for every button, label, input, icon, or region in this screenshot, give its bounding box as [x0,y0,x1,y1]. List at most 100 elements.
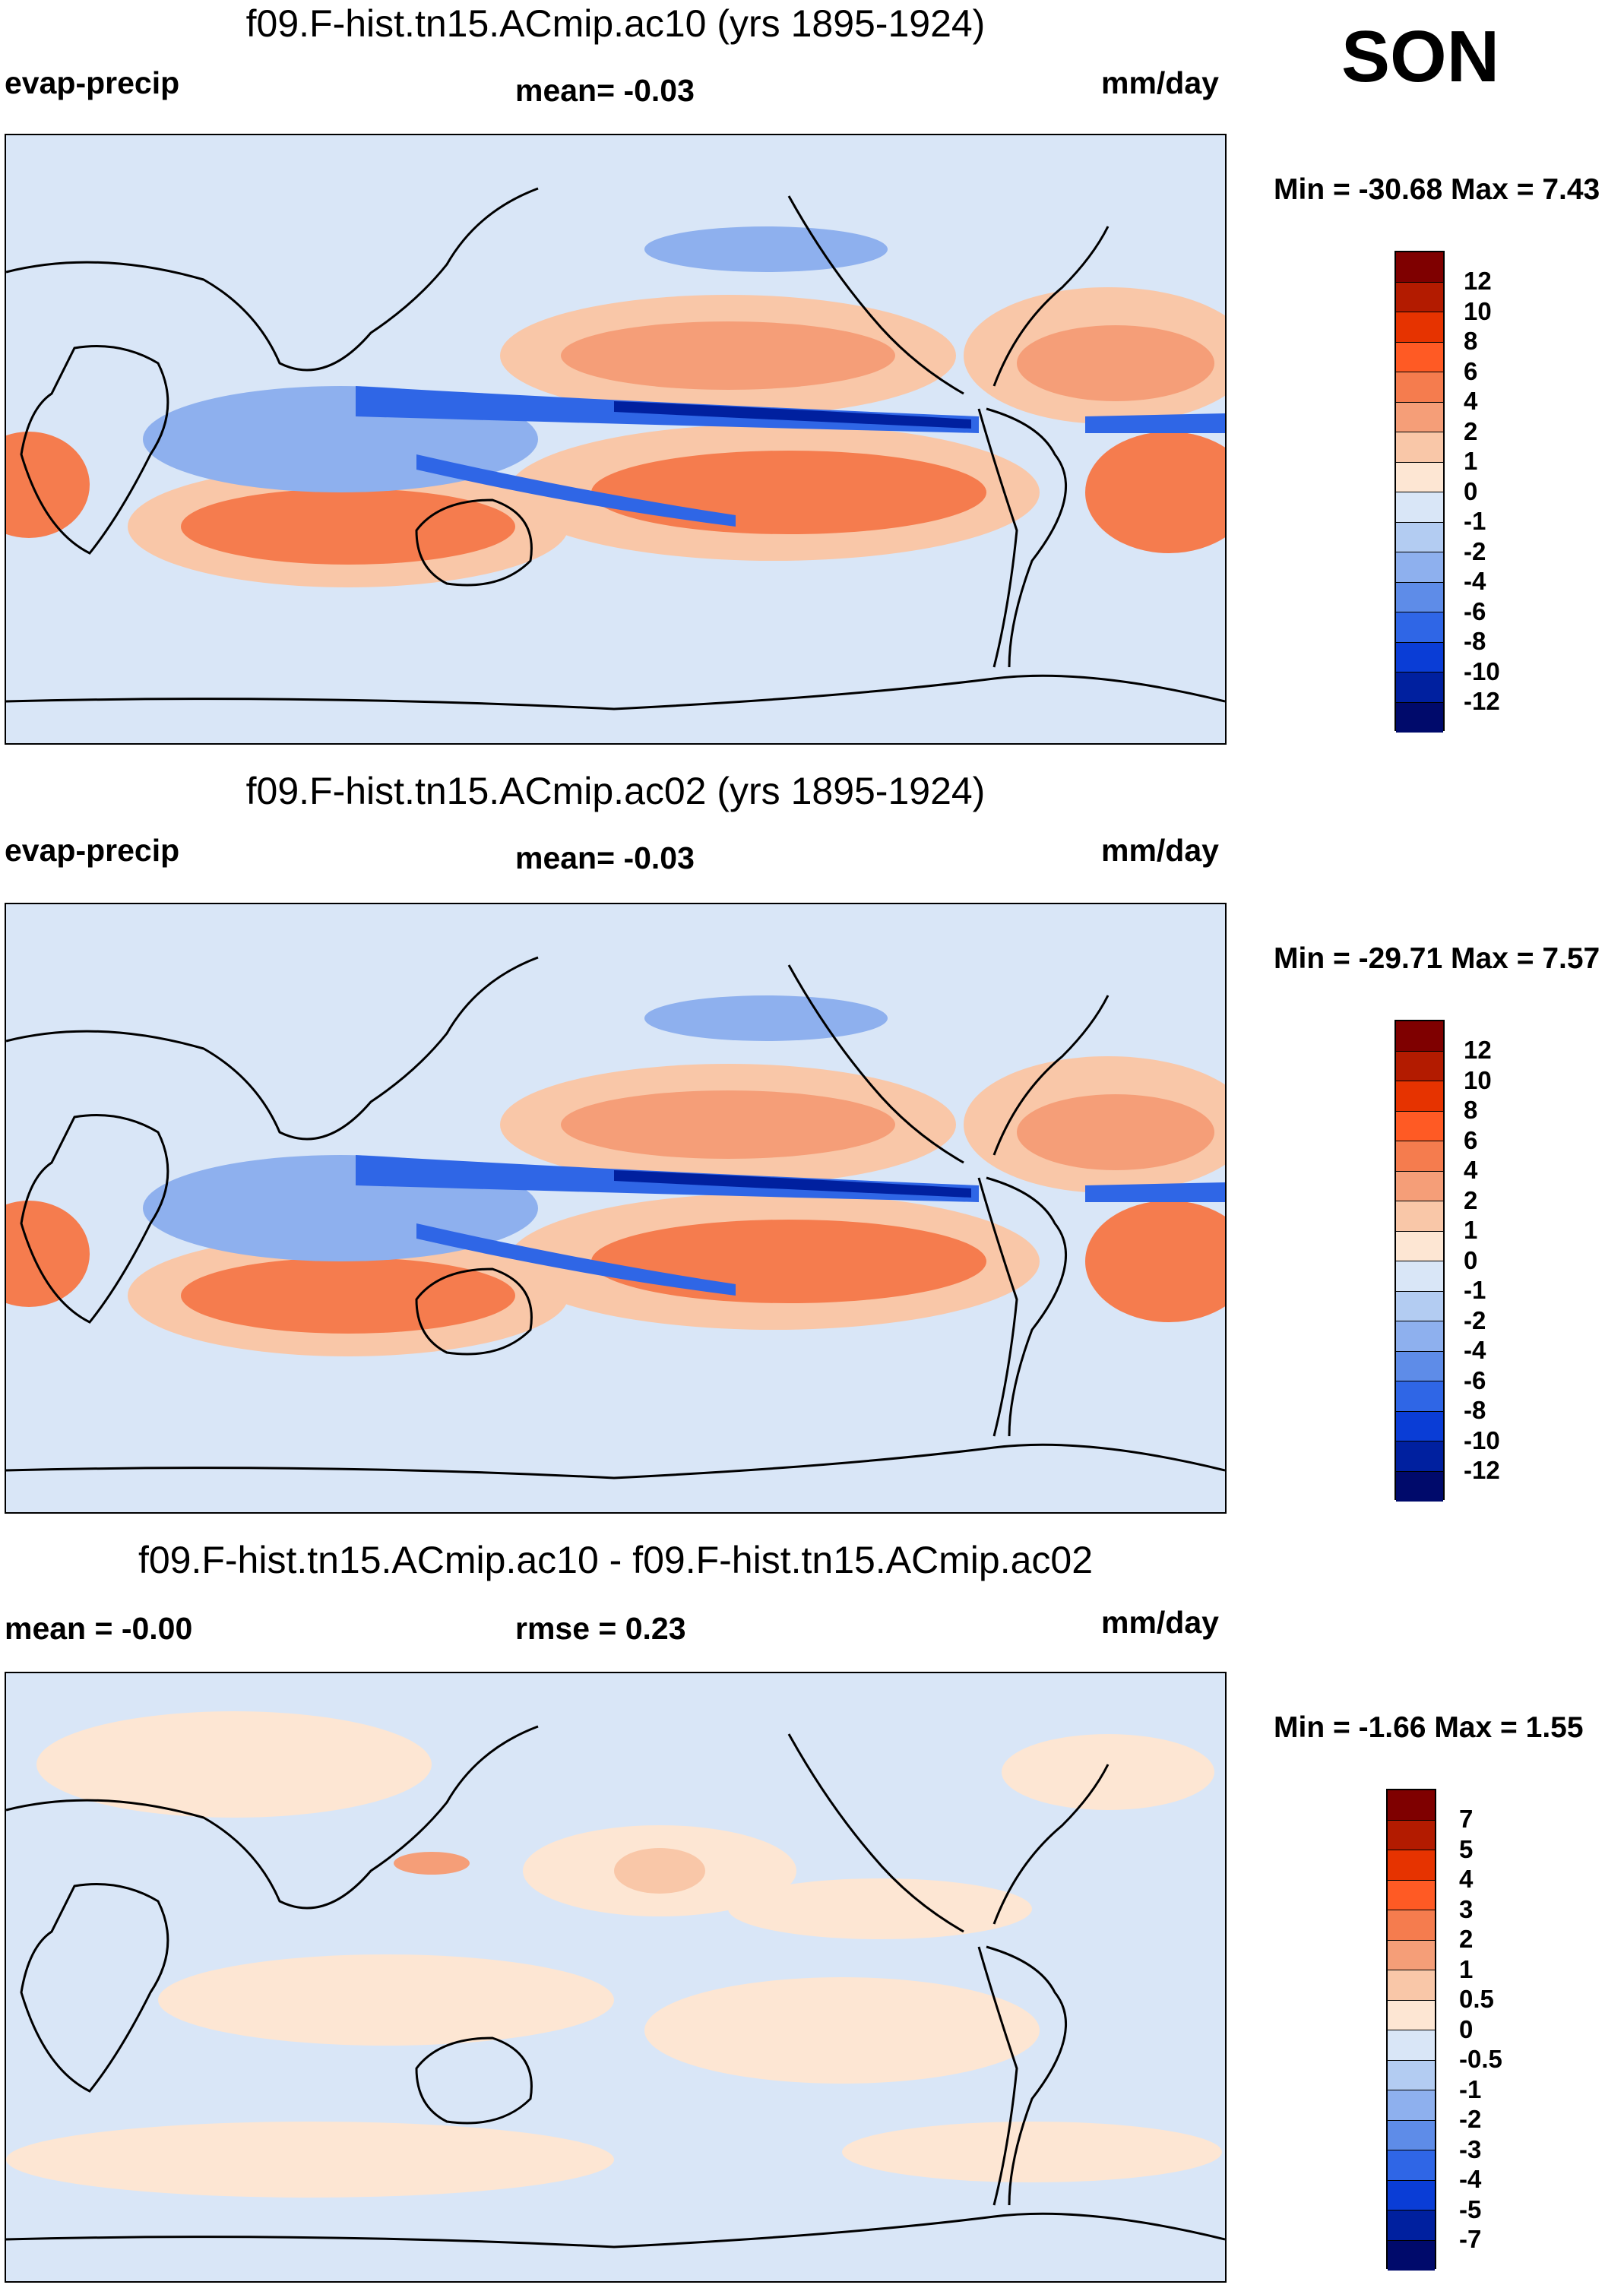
colorbar-tick: -5 [1459,2195,1482,2223]
colorbar-swatch [1396,432,1443,463]
diff-patch [1002,1734,1214,1810]
panel2-map [5,903,1227,1514]
colorbar-tick: 5 [1459,1835,1474,1863]
se-atlantic-high [6,432,90,538]
colorbar-tick: -4 [1464,567,1486,595]
diff-patch [842,2122,1222,2182]
colorbar-tick: -6 [1464,1366,1486,1394]
colorbar-swatch [1388,2000,1435,2030]
north-america-coast [787,195,1110,395]
colorbar-swatch [1396,342,1443,372]
colorbar-tick: 0 [1459,2015,1474,2043]
panel2-minmax: Min = -29.71 Max = 7.57 [1274,942,1600,975]
n-pacific-storm [644,226,888,272]
n-pacific-storm [644,995,888,1041]
colorbar-swatch [1396,1291,1443,1321]
panel3-minmax: Min = -1.66 Max = 1.55 [1274,1711,1584,1744]
colorbar-swatch [1396,1081,1443,1112]
n-pacific-high-core [561,321,895,390]
colorbar-swatch [1396,672,1443,703]
coastlines [6,1725,1225,2248]
colorbar-swatch [1396,1351,1443,1381]
colorbar-tick: 12 [1464,1036,1492,1064]
colorbar-swatch [1396,1381,1443,1412]
atlantic-itcz [1085,413,1225,433]
diff-patch [6,2122,614,2198]
s-atlantic-high [1085,1201,1225,1322]
s-indian-high-core [181,489,515,565]
colorbar-tick: -12 [1464,687,1500,715]
colorbar-swatch [1396,582,1443,612]
panel1-units-label: mm/day [1101,65,1219,100]
antarctica-coast [6,674,1225,710]
s-pacific-high-core [591,1220,986,1303]
coastlines [6,187,1225,710]
colorbar-swatch [1396,1141,1443,1172]
colorbar-swatch [1396,1471,1443,1502]
colorbar-tick: -4 [1464,1336,1486,1364]
americas-coast [977,1945,1067,2206]
colorbar-swatch [1396,312,1443,343]
africa-coast [20,345,169,555]
africa-coast [20,1883,169,2093]
spcz [416,454,736,527]
panel1-title: f09.F-hist.tn15.ACmip.ac10 (yrs 1895-192… [245,2,986,45]
colorbar-tick: 0.5 [1459,1985,1494,2013]
colorbar-tick: -8 [1464,1396,1486,1424]
pacific-itcz-core [614,1170,971,1198]
colorbar-tick: -10 [1464,657,1500,685]
colorbar-swatch [1396,402,1443,432]
colorbar-swatch [1388,1820,1435,1850]
colorbar-tick: -1 [1459,2075,1482,2103]
panel3-map [5,1672,1227,2283]
n-atlantic-high-core [1017,1094,1214,1170]
colorbar-swatch [1396,612,1443,643]
colorbar-tick: 1 [1464,1216,1478,1244]
s-indian-high-core [181,1258,515,1334]
colorbar-tick: 1 [1464,447,1478,475]
colorbar-swatch [1396,522,1443,552]
americas-coast [977,1176,1067,1437]
colorbar-swatch [1396,252,1443,283]
colorbar-tick: 7 [1459,1805,1474,1833]
eurasia-coast [6,1725,539,1910]
panel1-map-svg [6,135,1225,743]
colorbar-tick: 3 [1459,1895,1474,1923]
colorbar-tick: 4 [1464,387,1478,415]
antarctica-coast [6,1443,1225,1479]
colorbar-tick: -1 [1464,507,1486,535]
panel3-map-svg [6,1673,1225,2281]
colorbar-tick: 2 [1464,417,1478,445]
colorbar-swatch [1388,1850,1435,1881]
panel3-title: f09.F-hist.tn15.ACmip.ac10 - f09.F-hist.… [138,1539,1094,1581]
colorbar-tick: 8 [1464,1096,1478,1124]
panel3-mean-label: mean = -0.00 [5,1611,193,1646]
colorbar-swatch [1388,2150,1435,2181]
colorbar-swatch [1396,492,1443,523]
eurasia-coast [6,187,539,372]
africa-coast [20,1114,169,1324]
panel2-title: f09.F-hist.tn15.ACmip.ac02 (yrs 1895-192… [245,770,986,812]
colorbar-tick: 6 [1464,357,1478,385]
panel3-colorbar [1386,1789,1436,2271]
colorbar-tick: 1 [1459,1955,1474,1983]
season-label: SON [1341,16,1500,97]
colorbar-swatch [1388,2120,1435,2150]
colorbar-swatch [1396,372,1443,403]
colorbar-tick: -1 [1464,1276,1486,1304]
colorbar-tick: -6 [1464,597,1486,625]
colorbar-tick: 6 [1464,1126,1478,1154]
colorbar-swatch [1388,2060,1435,2090]
colorbar-tick: -2 [1464,537,1486,565]
colorbar-tick: 10 [1464,297,1492,325]
colorbar-swatch [1388,2030,1435,2061]
n-pacific-high-core [561,1090,895,1159]
panel1-map [5,134,1227,745]
colorbar-tick: 4 [1464,1156,1478,1184]
colorbar-swatch [1396,1171,1443,1201]
diff-patch [158,1954,614,2046]
se-atlantic-high [6,1201,90,1307]
colorbar-swatch [1396,1231,1443,1261]
colorbar-swatch [1396,1441,1443,1472]
colorbar-swatch [1396,1261,1443,1292]
